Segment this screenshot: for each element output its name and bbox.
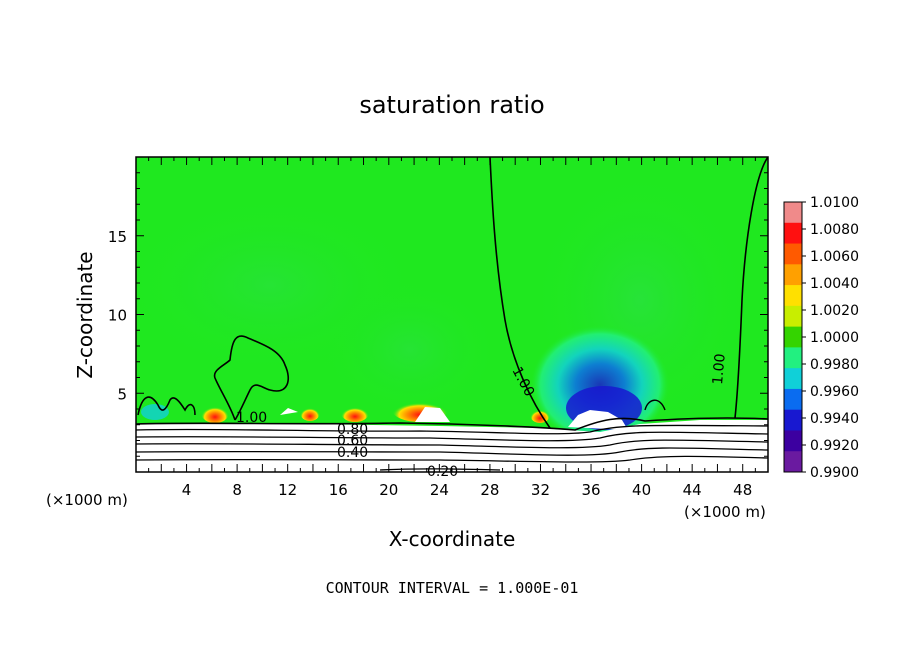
x-axis-label: X-coordinate: [389, 527, 516, 551]
x-tick-label: 16: [329, 481, 348, 499]
field-region: [320, 280, 500, 420]
x-tick-label: 12: [278, 481, 297, 499]
x-tick-label: 40: [632, 481, 651, 499]
contour-label: 1.00: [710, 353, 729, 385]
x-tick-label: 48: [733, 481, 752, 499]
colorbar-swatch: [784, 409, 802, 431]
contour-label: 0.40: [337, 445, 368, 461]
hot-spot: [530, 407, 550, 423]
colorbar-swatch: [784, 222, 802, 245]
colorbar-swatch: [784, 202, 802, 224]
contour-line: [379, 468, 501, 471]
y-axis: 5 10 15: [108, 172, 768, 457]
colorbar-label: 1.0100: [810, 195, 859, 211]
colorbar-label: 0.9900: [810, 465, 859, 481]
x-tick-label: 32: [531, 481, 550, 499]
hot-spot: [201, 403, 229, 423]
contour-label: 1.00: [236, 410, 267, 426]
contour-line: [644, 399, 666, 411]
colorbar-swatch: [784, 305, 802, 328]
x-unit-label: (×1000 m): [46, 491, 128, 509]
colorbar-label: 0.9980: [810, 357, 859, 373]
x-tick-label: 4: [182, 481, 192, 499]
colorbar-label: 0.9940: [810, 411, 859, 427]
contour-line: [136, 431, 768, 442]
contour-line: [489, 157, 551, 429]
y-tick-label: 15: [108, 228, 127, 246]
colorbar-swatch: [784, 243, 802, 265]
hot-spot: [341, 404, 369, 422]
contour-label: 0.80: [337, 422, 368, 438]
colorbar-label: 0.9920: [810, 438, 859, 454]
x-tick-label: 28: [480, 481, 499, 499]
cyan-spot: [141, 404, 169, 420]
colorbar-swatch: [784, 451, 802, 473]
contour-line: [213, 335, 289, 421]
terrain-gap: [568, 410, 628, 430]
colorbar-swatch: [784, 347, 802, 369]
colorbar-label: 1.0020: [810, 303, 859, 319]
x-tick-label: 20: [379, 481, 398, 499]
contour-line: [136, 417, 768, 431]
contour-line: [136, 447, 768, 456]
y-axis-label: Z-coordinate: [73, 251, 97, 378]
contour-line: [136, 439, 768, 449]
colorbar-label: 1.0040: [810, 276, 859, 292]
terrain-gap: [280, 408, 298, 415]
x-tick-label: 44: [683, 481, 702, 499]
chart-title: saturation ratio: [359, 91, 544, 119]
colorbar-label: 1.0000: [810, 330, 859, 346]
colorbar: 1.0100 1.0080 1.0060 1.0040 1.0020 1.0000 0.99…: [783, 195, 859, 481]
colorbar-label: 1.0080: [810, 222, 859, 238]
contour-line: [734, 157, 768, 419]
colorbar-swatch: [784, 326, 802, 348]
colorbar-label: 1.0060: [810, 249, 859, 265]
contour-interval-note: CONTOUR INTERVAL = 1.000E-01: [326, 579, 579, 597]
y-tick-label: 5: [117, 385, 127, 403]
contour-field: [136, 157, 768, 472]
terrain-region: [136, 420, 768, 472]
x-tick-label: 24: [430, 481, 449, 499]
terrain-gap: [415, 407, 450, 422]
x-tick-label: 36: [581, 481, 600, 499]
contour-line: [136, 455, 768, 463]
colorbar-swatch: [784, 264, 802, 286]
colorbar-swatch: [784, 388, 802, 411]
contour-line: [137, 396, 196, 416]
colorbar-label: 0.9960: [810, 384, 859, 400]
x-unit-label-right: (×1000 m): [684, 503, 766, 521]
colorbar-swatch: [784, 285, 802, 307]
colorbar-swatch: [784, 368, 802, 390]
y-tick-label: 10: [108, 307, 127, 325]
x-tick-label: 8: [232, 481, 242, 499]
contour-line: [136, 424, 768, 435]
x-axis: 4 8 12 16 20 24 28 32 36 40 44 48: [148, 157, 756, 499]
colorbar-swatch: [784, 430, 802, 452]
hot-spot: [300, 405, 320, 421]
contour-label: 0.60: [337, 433, 368, 449]
